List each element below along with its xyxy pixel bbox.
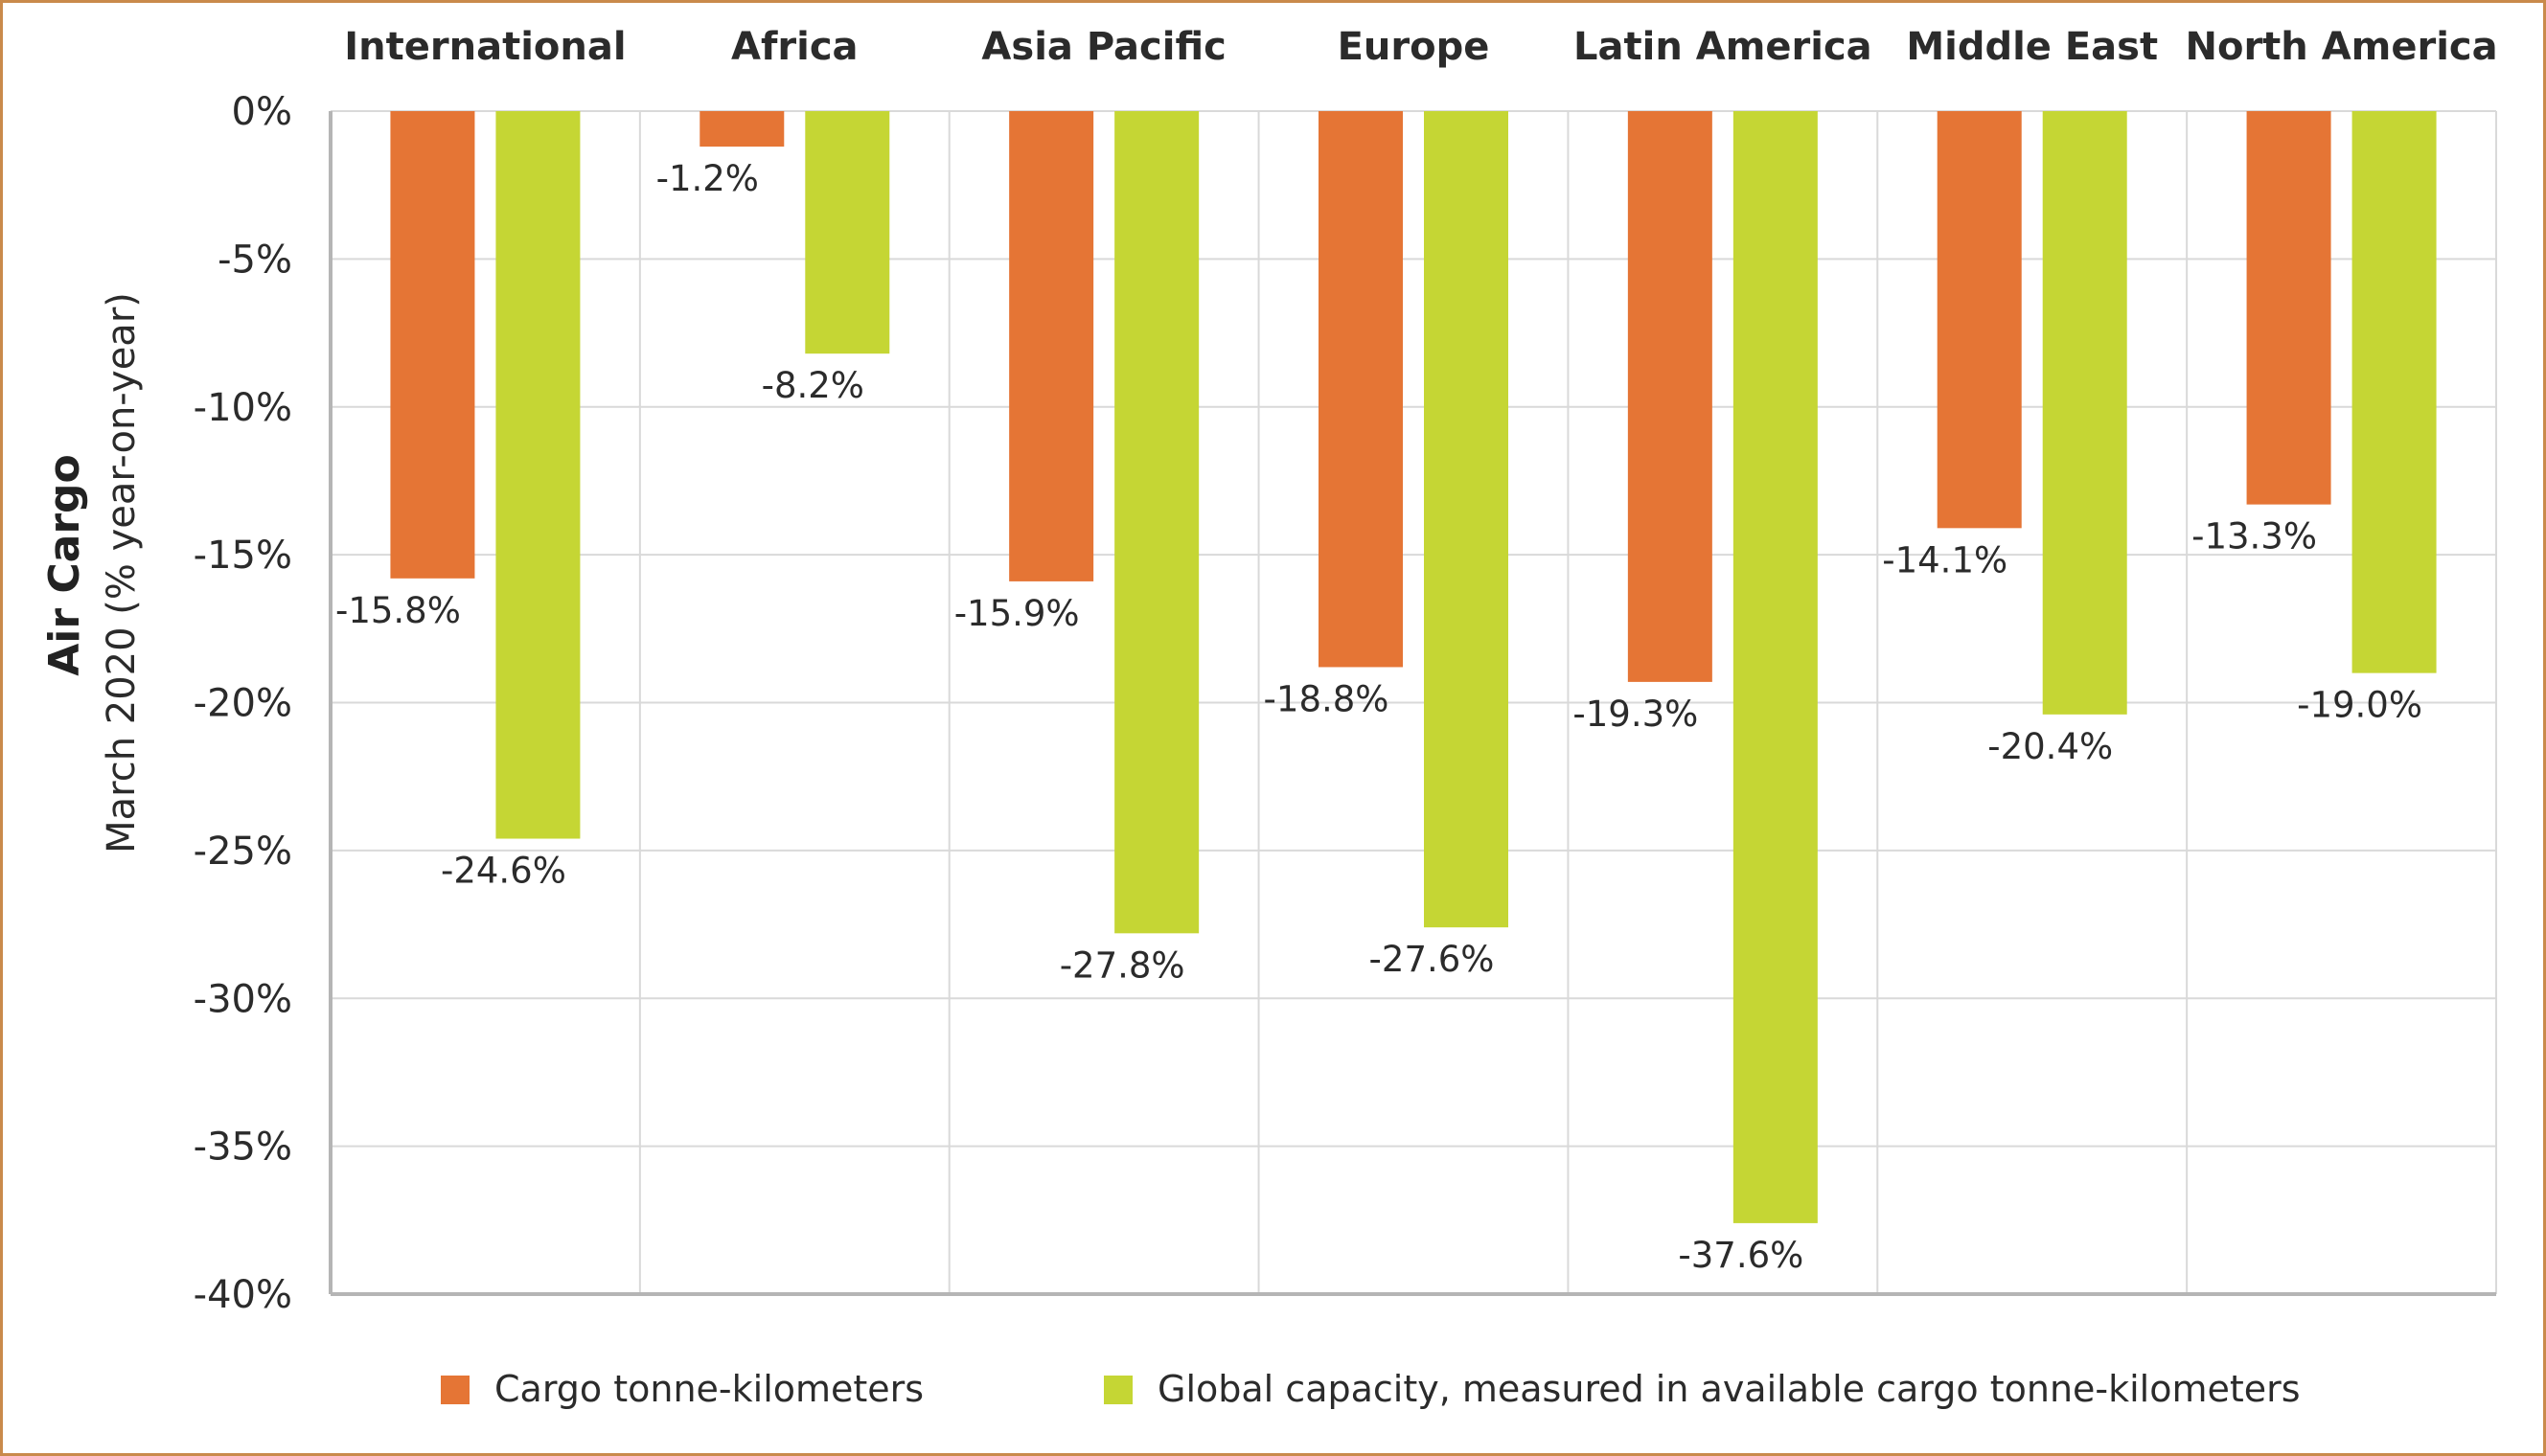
data-label: -27.8% bbox=[1060, 944, 1185, 986]
axis-layer bbox=[329, 111, 2496, 1296]
bar-cargo-tonne-km bbox=[390, 111, 475, 579]
data-label: -27.6% bbox=[1369, 939, 1495, 980]
y-tick-label: -30% bbox=[194, 977, 292, 1021]
category-label: Middle East bbox=[1906, 25, 2158, 69]
data-label: -19.0% bbox=[2297, 685, 2422, 726]
y-tick-label: -10% bbox=[194, 386, 292, 430]
data-label: -20.4% bbox=[1987, 726, 2113, 767]
y-axis-title-sub: March 2020 (% year-on-year) bbox=[100, 292, 144, 853]
legend: Cargo tonne-kilometers Global capacity, m… bbox=[441, 1368, 2301, 1410]
legend-label: Global capacity, measured in available c… bbox=[1158, 1368, 2301, 1410]
y-tick-label: -40% bbox=[194, 1273, 292, 1317]
data-label: -24.6% bbox=[441, 851, 566, 892]
bar-global-capacity bbox=[2042, 111, 2127, 715]
y-axis-title-main: Air Cargo bbox=[40, 454, 89, 676]
data-label: -37.6% bbox=[1678, 1235, 1803, 1276]
bar-cargo-tonne-km bbox=[1009, 111, 1094, 581]
y-tick-label: -35% bbox=[194, 1126, 292, 1170]
data-label: -15.8% bbox=[335, 590, 461, 631]
category-label: Latin America bbox=[1573, 25, 1872, 69]
category-label: North America bbox=[2186, 25, 2498, 69]
bar-global-capacity bbox=[1732, 111, 1818, 1223]
bar-global-capacity bbox=[1424, 111, 1508, 928]
legend-item-cargo-tonne-km: Cargo tonne-kilometers bbox=[441, 1368, 924, 1410]
bar-global-capacity bbox=[1114, 111, 1200, 934]
y-axis-title: Air Cargo March 2020 (% year-on-year) bbox=[40, 292, 144, 853]
bar-cargo-tonne-km bbox=[700, 111, 785, 148]
y-tick-label: -20% bbox=[194, 682, 292, 726]
bar-cargo-tonne-km bbox=[1937, 111, 2022, 529]
bar-cargo-tonne-km bbox=[1319, 111, 1403, 668]
bar-cargo-tonne-km bbox=[1627, 111, 1712, 682]
category-label: Africa bbox=[731, 25, 859, 69]
data-label: -15.9% bbox=[954, 593, 1080, 634]
data-label: -14.1% bbox=[1882, 539, 2007, 580]
data-label: -8.2% bbox=[762, 365, 864, 406]
bar-global-capacity bbox=[495, 111, 581, 839]
bar-global-capacity bbox=[805, 111, 890, 354]
legend-item-global-capacity: Global capacity, measured in available c… bbox=[1104, 1368, 2301, 1410]
y-tick-label: -25% bbox=[194, 830, 292, 874]
legend-swatch bbox=[441, 1376, 470, 1404]
y-tick-label: -15% bbox=[194, 534, 292, 578]
y-tick-label: -5% bbox=[218, 238, 292, 282]
data-label: -18.8% bbox=[1264, 678, 1389, 719]
category-label: International bbox=[344, 25, 626, 69]
legend-label: Cargo tonne-kilometers bbox=[494, 1368, 924, 1410]
data-label: -1.2% bbox=[656, 158, 759, 199]
bar-global-capacity bbox=[2351, 111, 2437, 673]
data-label: -19.3% bbox=[1572, 694, 1698, 735]
category-label: Asia Pacific bbox=[981, 25, 1226, 69]
category-label: Europe bbox=[1338, 25, 1490, 69]
legend-swatch bbox=[1104, 1376, 1133, 1404]
grid-layer bbox=[331, 110, 2497, 1294]
text-layer: 0% -5% -10% -15% -20% -25% -30% -35% -40% Interna… bbox=[40, 25, 2498, 1317]
bar-cargo-tonne-km bbox=[2246, 111, 2331, 505]
bars-layer bbox=[390, 111, 2437, 1223]
y-tick-label: 0% bbox=[232, 90, 292, 134]
data-label: -13.3% bbox=[2191, 516, 2317, 557]
